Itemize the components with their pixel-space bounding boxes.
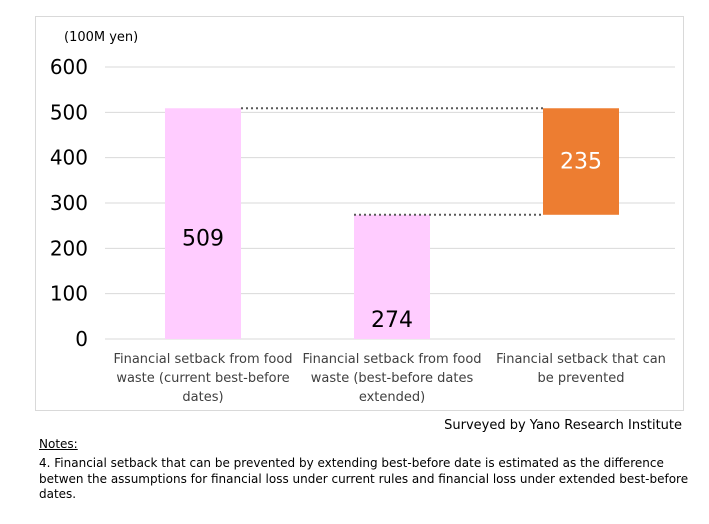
y-tick-label: 0 xyxy=(75,327,88,351)
bar xyxy=(354,214,430,339)
category-label-extended: Financial setback from food waste (best-… xyxy=(302,352,482,405)
data-label: 274 xyxy=(371,308,413,333)
bar xyxy=(165,108,241,340)
source-credit: Surveyed by Yano Research Institute xyxy=(444,418,682,433)
y-tick-label: 400 xyxy=(50,146,88,170)
chart-frame xyxy=(35,16,684,411)
y-tick-label: 300 xyxy=(50,191,88,215)
category-label-prevented: Financial setback that can be prevented xyxy=(496,352,666,386)
y-tick-label: 600 xyxy=(50,55,88,79)
notes-heading: Notes: xyxy=(39,437,78,451)
data-label: 235 xyxy=(560,150,602,175)
y-tick-label: 200 xyxy=(50,236,88,260)
y-tick-label: 500 xyxy=(50,100,88,124)
y-tick-label: 100 xyxy=(50,282,88,306)
y-axis-unit-label: (100M yen) xyxy=(64,30,139,45)
data-label: 509 xyxy=(182,227,224,252)
category-label-current: Financial setback from food waste (curre… xyxy=(113,352,293,405)
note-text: 4. Financial setback that can be prevent… xyxy=(39,456,689,501)
bar xyxy=(543,108,619,215)
